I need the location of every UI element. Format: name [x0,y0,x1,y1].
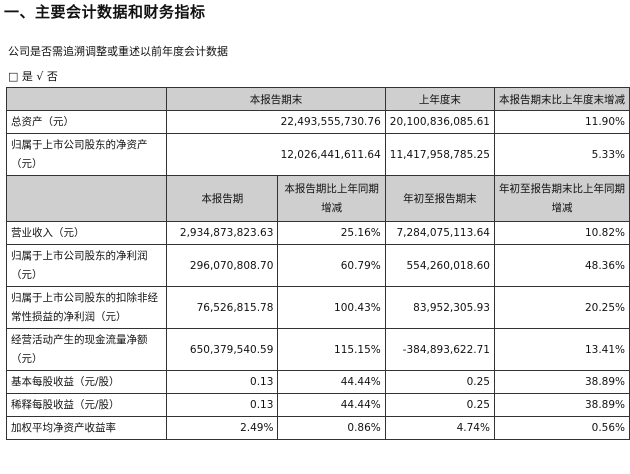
row-label: 总资产（元） [5,110,168,134]
row-label: 归属于上市公司股东的净利润（元） [5,244,168,287]
row-label: 经营活动产生的现金流量净额（元） [5,328,168,371]
retro-adjustment-choice: □ 是 √ 否 [8,70,58,83]
row-label: 归属于上市公司股东的净资产（元） [5,133,168,176]
table-row: 总资产（元） 22,493,555,730.76 20,100,836,085.… [5,110,630,134]
table-row: 稀释每股收益（元/股） 0.13 44.44% 0.25 38.89% [5,393,630,417]
table2-header-period-change: 本报告期比上年同期增减 [277,175,386,222]
table1-header-row: 本报告期末 上年度末 本报告期末比上年度末增减 [5,87,630,111]
cell-period-change: 115.15% [277,328,386,371]
cell-ytd-change: 38.89% [493,370,630,394]
cell-ytd-change: 0.56% [493,416,630,440]
financial-data-table: 本报告期末 上年度末 本报告期末比上年度末增减 总资产（元） 22,493,55… [5,87,630,440]
cell-ytd: 0.25 [384,370,495,394]
table2-header-period: 本报告期 [166,175,279,222]
cell-ytd: -384,893,622.71 [384,328,495,371]
cell-ytd-change: 10.82% [493,221,630,245]
cell-ytd: 4.74% [384,416,495,440]
cell-period-change: 25.16% [277,221,386,245]
cell-period-change: 44.44% [277,393,386,417]
row-label: 营业收入（元） [5,221,168,245]
table-row: 归属于上市公司股东的净利润（元） 296,070,808.70 60.79% 5… [5,244,630,287]
cell-ytd: 0.25 [384,393,495,417]
cell-period: 0.13 [166,370,279,394]
table1-header-blank [5,87,168,111]
cell-period: 0.13 [166,393,279,417]
cell-prior: 11,417,958,785.25 [384,133,495,176]
cell-ytd-change: 13.41% [493,328,630,371]
table2-header-ytd-change: 年初至报告期末比上年同期增减 [493,175,630,222]
table2-header-ytd: 年初至报告期末 [384,175,495,222]
cell-ytd: 554,260,018.60 [384,244,495,287]
cell-ytd-change: 20.25% [493,286,630,329]
cell-ytd-change: 48.36% [493,244,630,287]
row-label: 归属于上市公司股东的扣除非经常性损益的净利润（元） [5,286,168,329]
cell-current: 12,026,441,611.64 [166,133,386,176]
table1-header-prior-year-end: 上年度末 [384,87,495,111]
table2-header-blank [5,175,168,222]
row-label: 加权平均净资产收益率 [5,416,168,440]
cell-period: 650,379,540.59 [166,328,279,371]
cell-ytd-change: 38.89% [493,393,630,417]
table1-header-current-end: 本报告期末 [166,87,386,111]
table1-header-change: 本报告期末比上年度末增减 [493,87,630,111]
table-row: 基本每股收益（元/股） 0.13 44.44% 0.25 38.89% [5,370,630,394]
cell-ytd: 7,284,075,113.64 [384,221,495,245]
cell-period-change: 44.44% [277,370,386,394]
cell-period-change: 0.86% [277,416,386,440]
cell-current: 22,493,555,730.76 [166,110,386,134]
cell-period: 76,526,815.78 [166,286,279,329]
cell-period: 296,070,808.70 [166,244,279,287]
retro-adjustment-note: 公司是否需追溯调整或重述以前年度会计数据 [8,45,228,58]
cell-change: 11.90% [493,110,630,134]
cell-period: 2.49% [166,416,279,440]
cell-period-change: 100.43% [277,286,386,329]
cell-prior: 20,100,836,085.61 [384,110,495,134]
table-row: 归属于上市公司股东的扣除非经常性损益的净利润（元） 76,526,815.78 … [5,286,630,329]
table-row: 归属于上市公司股东的净资产（元） 12,026,441,611.64 11,41… [5,133,630,176]
table-row: 经营活动产生的现金流量净额（元） 650,379,540.59 115.15% … [5,328,630,371]
cell-period: 2,934,873,823.63 [166,221,279,245]
cell-ytd: 83,952,305.93 [384,286,495,329]
row-label: 稀释每股收益（元/股） [5,393,168,417]
cell-period-change: 60.79% [277,244,386,287]
table2-header-row: 本报告期 本报告期比上年同期增减 年初至报告期末 年初至报告期末比上年同期增减 [5,175,630,222]
section-title: 一、主要会计数据和财务指标 [4,3,206,21]
row-label: 基本每股收益（元/股） [5,370,168,394]
table-row: 营业收入（元） 2,934,873,823.63 25.16% 7,284,07… [5,221,630,245]
cell-change: 5.33% [493,133,630,176]
table-row: 加权平均净资产收益率 2.49% 0.86% 4.74% 0.56% [5,416,630,440]
